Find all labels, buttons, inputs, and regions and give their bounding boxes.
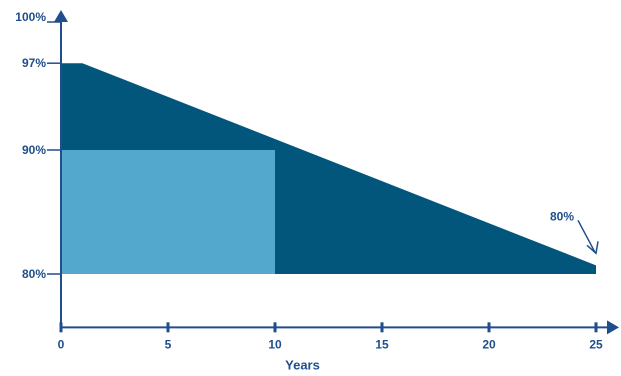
chart-ticks: 0 5 10 15 20 25 80% 90% 97% 100% — [15, 10, 603, 351]
x-tick-label: 15 — [375, 337, 389, 351]
area-series-2 — [61, 150, 275, 274]
chart-annotations: 80% — [550, 209, 599, 255]
y-tick-label: 80% — [22, 267, 46, 281]
x-tick-label: 5 — [165, 337, 172, 351]
annotation-label: 80% — [550, 209, 574, 223]
y-tick-label: 100% — [15, 10, 46, 24]
x-tick-label: 25 — [589, 337, 603, 351]
x-tick-label: 20 — [482, 337, 496, 351]
x-tick-label: 0 — [58, 337, 65, 351]
chart-axes — [54, 10, 619, 335]
annotation-leader-line — [577, 219, 596, 253]
y-axis-arrow-icon — [54, 10, 68, 22]
x-axis-title: Years — [285, 357, 320, 372]
x-tick-label: 10 — [268, 337, 282, 351]
y-tick-label: 90% — [22, 143, 46, 157]
x-axis-arrow-icon — [607, 320, 619, 335]
y-tick-label: 97% — [22, 56, 46, 70]
annotation-arrow-icon — [586, 241, 599, 255]
chart-areas — [61, 63, 596, 275]
